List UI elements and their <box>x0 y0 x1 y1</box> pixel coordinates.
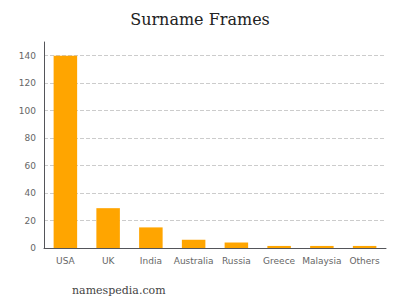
svg-text:20: 20 <box>25 216 37 226</box>
svg-text:Others: Others <box>350 256 381 266</box>
svg-text:60: 60 <box>25 161 37 171</box>
svg-text:Russia: Russia <box>222 256 251 266</box>
svg-text:India: India <box>140 256 162 266</box>
svg-text:120: 120 <box>19 78 36 88</box>
svg-text:100: 100 <box>19 106 36 116</box>
svg-text:0: 0 <box>30 243 36 253</box>
svg-text:140: 140 <box>19 51 36 61</box>
svg-text:Australia: Australia <box>174 256 214 266</box>
svg-text:USA: USA <box>56 256 75 266</box>
svg-text:Malaysia: Malaysia <box>302 256 341 266</box>
svg-text:UK: UK <box>102 256 116 266</box>
svg-text:80: 80 <box>25 133 37 143</box>
svg-text:40: 40 <box>25 188 37 198</box>
svg-text:Greece: Greece <box>263 256 295 266</box>
svg-text:Surname Frames: Surname Frames <box>130 10 270 29</box>
svg-text:namespedia.com: namespedia.com <box>72 284 166 297</box>
